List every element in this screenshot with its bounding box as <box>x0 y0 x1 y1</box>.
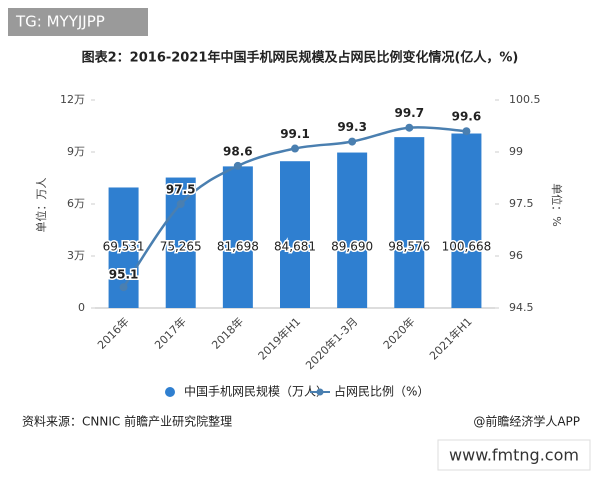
bar <box>451 133 482 308</box>
bar-value-label: 89,690 <box>331 240 373 254</box>
y-tick-label: 3万 <box>67 249 85 262</box>
bar-value-label: 100,668 <box>442 240 492 254</box>
y-tick-label: 0 <box>78 301 85 314</box>
y2-tick-label: 94.5 <box>509 301 534 314</box>
bar <box>165 177 196 308</box>
watermark: TG: MYYJJPP <box>15 13 105 31</box>
line-value-label: 95.1 <box>109 268 139 282</box>
bar <box>337 152 368 308</box>
legend-marker <box>316 388 324 396</box>
line-point <box>462 127 471 136</box>
bar-value-label: 84,681 <box>274 240 316 254</box>
line-point <box>176 200 185 208</box>
bar <box>394 137 425 308</box>
chart-title: 图表2：2016-2021年中国手机网民规模及占网民比例变化情况(亿人，%) <box>82 50 519 66</box>
legend-marker <box>165 387 175 397</box>
line-value-label: 99.3 <box>337 120 367 134</box>
watermark-box <box>437 439 591 471</box>
watermark-box <box>8 8 148 36</box>
bar <box>222 166 253 308</box>
line-value-label: 98.6 <box>223 144 253 158</box>
bar <box>280 161 310 308</box>
y-axis-label: 单位：万人 <box>34 178 48 233</box>
bar-value-label: 75,265 <box>160 240 202 254</box>
credit: @前瞻经济学人APP <box>473 414 580 429</box>
y2-axis-label: 单位：% <box>550 183 564 226</box>
line-point <box>291 144 299 153</box>
y2-tick-label: 99 <box>509 145 523 158</box>
bar-value-label: 98,576 <box>388 240 430 254</box>
source-note: 资料来源：CNNIC 前瞻产业研究院整理 <box>22 414 232 429</box>
y2-tick-label: 100.5 <box>509 93 541 106</box>
legend-label: 占网民比例（%） <box>334 384 429 399</box>
line-value-label: 99.6 <box>452 110 482 124</box>
line-value-label: 99.7 <box>394 106 424 120</box>
legend-label: 中国手机网民规模（万人） <box>184 384 328 399</box>
y2-tick-label: 97.5 <box>509 197 534 210</box>
line-point <box>405 123 414 132</box>
line-point <box>119 283 128 292</box>
watermark: www.fmtng.com <box>449 446 579 465</box>
y-tick-label: 9万 <box>67 145 85 158</box>
y2-tick-label: 96 <box>509 249 523 262</box>
y-tick-label: 6万 <box>67 197 85 210</box>
line-value-label: 97.5 <box>166 183 196 197</box>
bar-value-label: 81,698 <box>217 240 259 254</box>
line-value-label: 99.1 <box>280 127 310 141</box>
bar-value-label: 69,531 <box>103 240 145 254</box>
line-point <box>233 161 242 170</box>
line-point <box>348 137 357 146</box>
y-tick-label: 12万 <box>60 93 85 106</box>
